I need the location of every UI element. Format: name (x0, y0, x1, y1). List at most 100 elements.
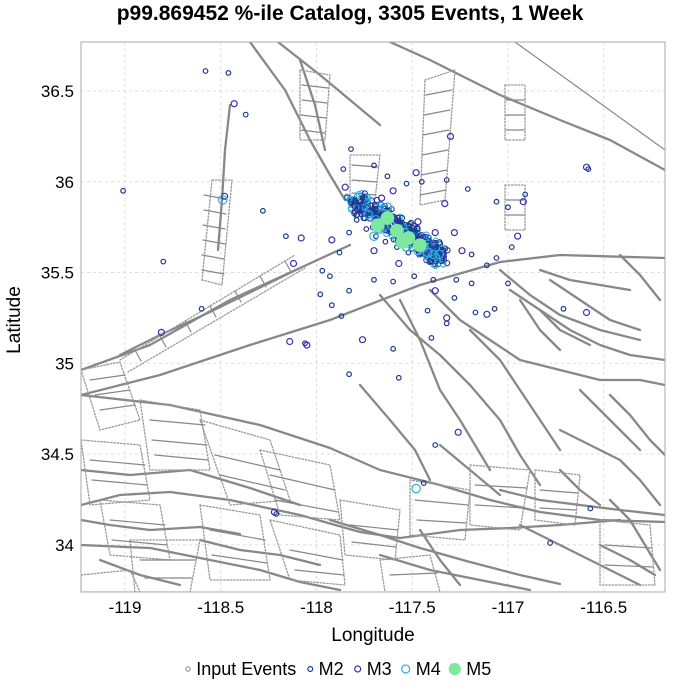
legend-label: Input Events (196, 659, 296, 679)
cluster-event-point (364, 197, 371, 205)
event-point-m3 (582, 308, 591, 317)
chart-title: p99.869452 %-ile Catalog, 3305 Events, 1… (116, 2, 584, 25)
event-point-m3 (157, 328, 165, 336)
event-point-m2 (273, 511, 280, 517)
event-point-m3 (412, 169, 420, 177)
x-tick-label: -117 (492, 598, 525, 617)
x-axis-label: Longitude (331, 625, 414, 646)
event-point-m2 (390, 345, 397, 352)
event-point-m2 (522, 191, 529, 198)
event-point-m2 (340, 166, 347, 173)
event-point-m2 (493, 198, 500, 205)
event-point-m2 (468, 280, 475, 287)
x-tick-label: -118 (300, 598, 333, 617)
fault-traces-solid (81, 42, 665, 592)
cluster-event-point (372, 206, 379, 214)
event-point-m3 (370, 247, 378, 255)
event-point-m2 (443, 177, 450, 183)
event-point-m3 (519, 198, 527, 206)
legend-marker-m3 (354, 665, 362, 673)
event-point-m3 (289, 259, 298, 268)
legend-label: M3 (367, 659, 392, 679)
event-point-m4 (217, 195, 228, 205)
event-point-m2 (464, 186, 471, 192)
event-point-m2 (484, 262, 490, 269)
event-point-m2 (346, 229, 353, 236)
event-point-m2 (424, 307, 431, 314)
event-point-m2 (390, 278, 397, 285)
event-point-m2 (453, 276, 460, 283)
series-m5 (370, 211, 427, 253)
event-point-m2 (491, 305, 498, 312)
event-point-m2 (403, 180, 410, 187)
event-point-m5 (389, 223, 404, 238)
event-point-m2 (336, 249, 343, 256)
event-point-m3 (443, 314, 451, 322)
event-point-m2 (395, 374, 402, 381)
event-point-m2 (346, 287, 353, 294)
y-tick-label: 34 (55, 536, 74, 555)
event-point-m4 (428, 249, 439, 260)
event-point-m2 (348, 200, 354, 207)
event-point-m3 (513, 232, 522, 240)
event-point-m4 (369, 231, 379, 241)
event-point-m3 (358, 336, 367, 344)
cluster-event-point (432, 241, 439, 249)
event-point-m4 (363, 209, 373, 220)
cluster-event-point (372, 203, 379, 210)
event-point-m2 (508, 244, 515, 251)
event-point-m3 (483, 310, 491, 318)
event-point-m4 (411, 483, 421, 494)
x-tick-label: -118.5 (197, 598, 244, 617)
boundary-line (514, 42, 665, 151)
y-tick-label: 34.5 (41, 445, 74, 464)
cluster-event-point (432, 262, 439, 269)
event-point-m2 (428, 335, 435, 341)
event-point-m2 (283, 233, 289, 240)
y-tick-label: 36 (55, 173, 74, 192)
event-point-m3 (378, 194, 386, 202)
event-point-m2 (302, 340, 308, 347)
event-point-m5 (380, 211, 395, 226)
plot-frame (80, 41, 666, 593)
event-point-m5 (395, 234, 410, 249)
event-point-m3 (328, 236, 336, 244)
event-point-m4 (434, 249, 444, 260)
event-point-m3 (458, 247, 466, 255)
legend-marker-m2 (307, 665, 314, 672)
event-point-m3 (414, 218, 422, 226)
event-point-m2 (505, 280, 511, 287)
y-tick-label: 36.5 (41, 82, 74, 101)
event-point-m2 (468, 251, 475, 258)
event-point-m2 (411, 273, 418, 280)
event-point-m2 (242, 111, 249, 118)
cluster-event-point (411, 228, 418, 235)
event-point-m3 (431, 287, 439, 295)
fault-zones-dotted (81, 69, 656, 592)
x-tick-label: -119 (109, 598, 142, 617)
event-point-m2 (587, 505, 594, 512)
event-point-m3 (446, 132, 455, 140)
cluster-event-point (355, 190, 362, 198)
event-point-m3 (582, 163, 591, 171)
event-point-m2 (382, 238, 389, 245)
x-tick-label: -117.5 (389, 598, 436, 617)
event-point-m2 (260, 207, 266, 214)
event-point-m2 (451, 295, 458, 301)
event-point-m2 (319, 267, 326, 274)
event-point-m2 (405, 249, 412, 256)
event-point-m2 (472, 309, 479, 316)
event-point-m2 (202, 68, 209, 74)
legend-marker-m5 (448, 662, 461, 676)
event-point-m2 (432, 245, 439, 252)
event-point-m2 (585, 166, 592, 173)
event-point-m2 (384, 173, 391, 180)
event-point-m2 (363, 226, 370, 232)
x-axis-ticks: -119 -118.5 -118 -117.5 -117 -116.5 (109, 598, 628, 617)
event-point-m2 (160, 258, 167, 265)
legend-marker-m4 (401, 664, 411, 674)
event-point-m2 (327, 273, 333, 280)
legend-label: M4 (416, 659, 441, 679)
cluster-event-point (361, 190, 368, 197)
event-point-m2 (346, 371, 353, 378)
